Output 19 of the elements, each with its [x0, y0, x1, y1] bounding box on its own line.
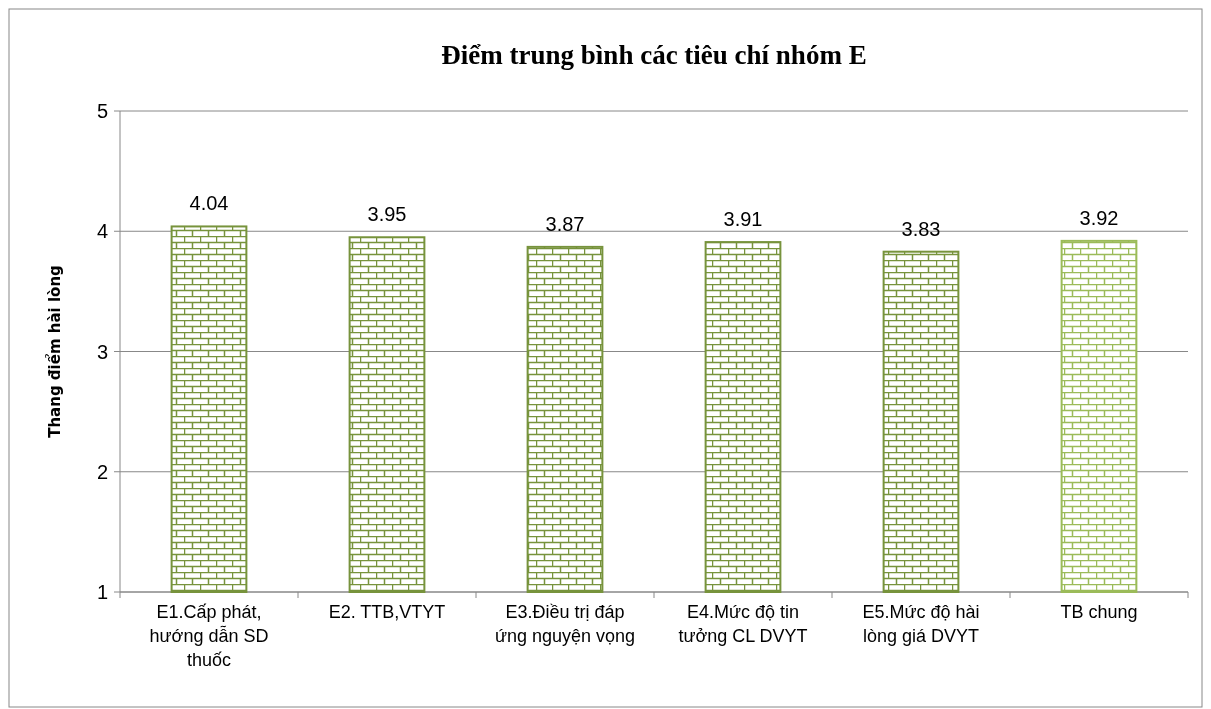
y-tick-label: 1 — [96, 581, 108, 603]
data-label: 4.04 — [189, 192, 229, 215]
chart-title: Điểm trung bình các tiêu chí nhóm E — [441, 40, 867, 70]
y-axis-title: Thang điểm hài lòng — [45, 265, 64, 438]
y-tick-label: 5 — [96, 100, 108, 122]
x-tick-label: E1.Cấp phát, hướng dẫn SD thuốc — [149, 602, 269, 670]
y-tick-label: 3 — [96, 340, 108, 363]
data-label: 3.92 — [1079, 206, 1119, 229]
x-tick-label: E3.Điều trị đáp ứng nguyện vọng — [494, 602, 636, 646]
data-label: 3.95 — [367, 203, 407, 226]
y-tick-label: 2 — [96, 460, 108, 483]
x-tick-label: E4.Mức độ tin tưởng CL DVYT — [678, 602, 808, 646]
data-label: 3.83 — [901, 217, 941, 240]
data-label: 3.87 — [545, 212, 585, 235]
x-tick-label: E2. TTB,VTYT — [328, 602, 446, 622]
x-tick-label: TB chung — [1060, 602, 1138, 622]
data-label: 3.91 — [723, 208, 763, 231]
y-tick-label: 4 — [96, 220, 108, 243]
x-tick-label: E5.Mức độ hài lòng giá DVYT — [862, 602, 980, 646]
